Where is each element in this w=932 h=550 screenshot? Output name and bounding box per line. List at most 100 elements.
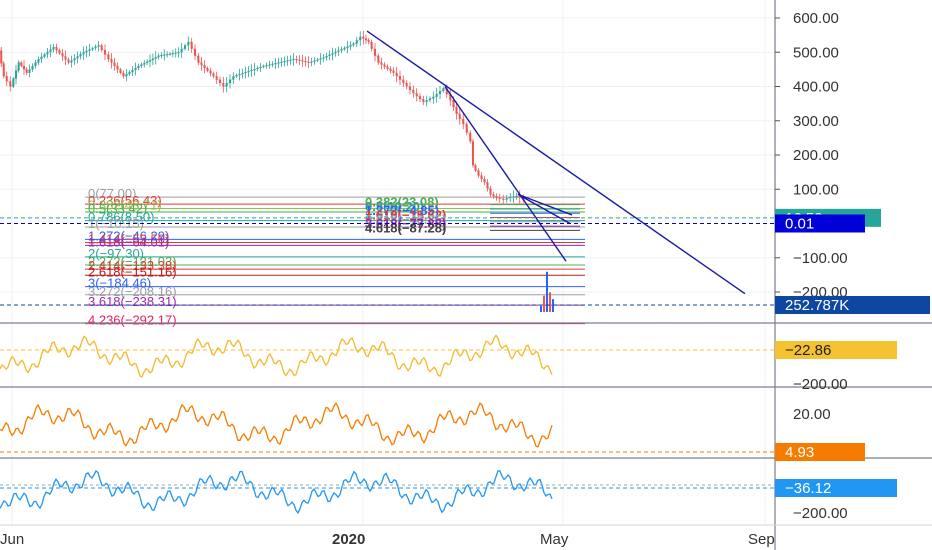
candle-body: [67, 59, 70, 63]
candle-body: [76, 56, 79, 59]
candle-body: [229, 79, 231, 84]
candle-body: [146, 61, 149, 64]
candle-body: [480, 175, 483, 179]
fib-level-label: 0.236(56.43): [88, 193, 162, 208]
candle-body: [52, 47, 55, 50]
candle-body: [100, 45, 103, 50]
fib-level-label: 1.414(−55.50): [88, 232, 169, 247]
candle-body: [40, 56, 43, 60]
fib-level-label: 0.786(8.50): [88, 210, 155, 225]
candle-body: [184, 45, 186, 49]
candle-body: [422, 99, 425, 102]
candle-body: [289, 59, 292, 61]
candle-body: [125, 74, 128, 77]
candle-body: [9, 81, 12, 87]
candle-body: [253, 69, 256, 71]
candle-body: [149, 60, 151, 62]
time-axis-label[interactable]: Sep: [748, 531, 775, 548]
candle-body: [439, 91, 441, 94]
candle-body: [94, 46, 97, 49]
candle-body: [502, 198, 505, 200]
candle-body: [377, 55, 380, 63]
candle-body: [28, 69, 31, 73]
candle-body: [509, 196, 512, 199]
fib-level-label: 2(−97.30): [88, 246, 144, 261]
price-badge-label: 252.787K: [785, 297, 849, 314]
time-axis-label[interactable]: Jun: [0, 531, 24, 548]
candle-body: [328, 54, 331, 57]
candle-body: [292, 59, 295, 61]
price-tick-label: 500.00: [793, 44, 839, 61]
trendline[interactable]: [517, 193, 571, 225]
candle-body: [489, 188, 492, 195]
candle-body: [17, 62, 20, 71]
candle-body: [409, 86, 411, 90]
candle-body: [160, 55, 163, 57]
candle-body: [225, 83, 228, 87]
candle-body: [110, 59, 113, 63]
candle-body: [395, 72, 398, 77]
candle-body: [55, 47, 58, 51]
candle-body: [25, 69, 28, 73]
indicator-1-line: [0, 333, 553, 378]
trendline[interactable]: [366, 30, 746, 295]
candle-body: [262, 65, 265, 67]
candle-body: [241, 73, 244, 75]
candle-body: [518, 196, 521, 198]
candle-body: [383, 64, 386, 67]
candle-body: [197, 55, 200, 63]
fib-level-label: 2.414(−133.38): [88, 258, 177, 273]
fib-ext-level-label: 4.618(−87.28): [365, 220, 446, 235]
candle-body: [465, 124, 468, 133]
candle-body: [455, 107, 458, 114]
candle-body: [286, 60, 289, 62]
candle-body: [304, 61, 307, 63]
candle-body: [277, 62, 280, 64]
candle-body: [412, 89, 415, 94]
price-badge: [775, 479, 897, 497]
candle-body: [492, 194, 495, 197]
candle-body: [49, 49, 52, 52]
time-axis-label[interactable]: 2020: [332, 531, 365, 548]
candle-body: [340, 49, 343, 51]
candle-body: [128, 72, 131, 75]
price-badge: [775, 443, 865, 461]
candle-body: [91, 48, 94, 50]
candle-body: [157, 55, 160, 58]
candle-body: [163, 54, 166, 56]
candle-body: [322, 57, 325, 59]
candle-body: [452, 100, 455, 108]
fib-level-label: 3.272(−208.16): [88, 284, 177, 299]
candle-body: [432, 96, 435, 99]
fib-level-label: 3.618(−238.31): [88, 294, 177, 309]
candle-body: [23, 65, 25, 70]
time-axis-label[interactable]: May: [540, 531, 569, 548]
candle-body: [512, 196, 515, 198]
candle-body: [392, 70, 395, 73]
trendline[interactable]: [444, 86, 567, 262]
candle-body: [271, 63, 274, 65]
candle-body: [212, 73, 215, 77]
candle-body: [474, 165, 477, 171]
price-tick-label: 100.00: [793, 181, 839, 198]
candle-body: [82, 52, 85, 55]
time-axis[interactable]: Jun 2020 May Sep: [0, 524, 932, 548]
price-tick-label: −100.00: [793, 250, 848, 267]
price-axis[interactable]: 600.00 500.00 400.00 300.00 200.00 100.00 −100…: [775, 10, 848, 522]
price-tick-label: 200.00: [793, 147, 839, 164]
candle-body: [259, 66, 262, 69]
candle-body: [301, 60, 304, 62]
candle-body: [58, 50, 61, 54]
candle-body: [298, 59, 301, 61]
candle-body: [79, 54, 82, 57]
trendlines[interactable]: [366, 30, 746, 295]
candle-body: [367, 40, 370, 42]
candle-body: [215, 76, 218, 80]
candle-body: [219, 79, 221, 84]
trendline[interactable]: [517, 193, 573, 216]
indicator-tick-label: 20.00: [793, 406, 831, 423]
price-badge: [775, 296, 930, 314]
candle-body: [486, 182, 489, 189]
